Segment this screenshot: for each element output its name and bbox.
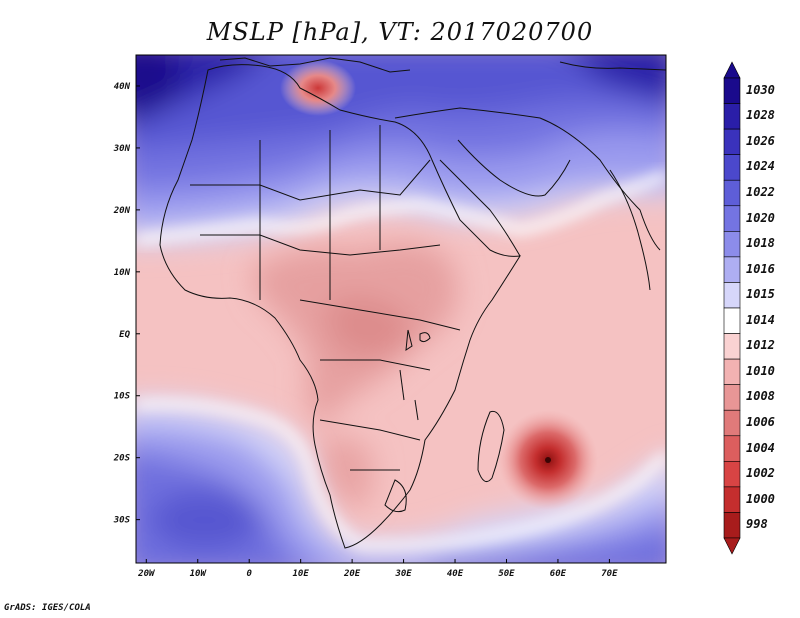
colorbar-swatch	[723, 179, 741, 207]
lon-tick-label: 60E	[550, 569, 567, 579]
colorbar-level-label: 1026	[746, 133, 775, 148]
colorbar-level-label: 1000	[746, 491, 775, 506]
colorbar-swatch	[723, 307, 741, 334]
colorbar-swatch	[723, 154, 741, 181]
colorbar-level-label: 1006	[746, 415, 775, 429]
lon-tick-label: 0	[246, 569, 252, 579]
colorbar-level-label: 1020	[746, 210, 775, 225]
map-title: MSLP [hPa], VT: 2017020700	[206, 18, 594, 46]
lon-tick-label: 20E	[343, 569, 361, 579]
lat-tick-label: 10N	[114, 268, 131, 278]
colorbar-swatch	[723, 231, 741, 258]
colorbar-level-label: 998	[746, 517, 768, 532]
colorbar-swatch	[723, 333, 741, 360]
colorbar-swatch	[723, 205, 741, 232]
colorbar-swatch	[723, 384, 741, 411]
colorbar-level-label: 1010	[746, 363, 775, 378]
colorbar-level-label: 1008	[746, 389, 775, 404]
lat-tick-label: 10S	[114, 392, 131, 402]
colorbar-level-label: 1012	[746, 338, 775, 353]
lat-tick-label: 20S	[113, 454, 131, 464]
colorbar-swatch	[723, 435, 741, 462]
lat-tick-label: EQ	[119, 330, 130, 340]
colorbar-swatch	[723, 256, 741, 283]
colorbar-level-label: 1030	[746, 82, 775, 97]
lat-tick-label: 30S	[113, 516, 131, 526]
lon-tick-label: 10E	[293, 569, 310, 579]
colorbar-level-label: 1018	[746, 236, 775, 251]
colorbar-swatch	[723, 409, 741, 437]
colorbar-level-label: 1004	[746, 440, 775, 455]
colorbar-swatch	[723, 512, 741, 539]
colorbar	[723, 61, 741, 555]
lon-tick-label: 30E	[394, 569, 412, 579]
lon-tick-label: 10W	[190, 569, 208, 579]
colorbar-level-label: 1024	[746, 159, 775, 174]
lat-tick-label: 30N	[113, 144, 131, 154]
lon-tick-label: 50E	[498, 569, 515, 579]
colorbar-bottom-arrow	[723, 537, 741, 555]
colorbar-swatch	[723, 77, 741, 104]
map-frame	[135, 54, 667, 564]
colorbar-level-label: 1016	[746, 261, 775, 276]
lat-tick-label: 20N	[113, 206, 131, 216]
colorbar-swatch	[723, 486, 741, 513]
colorbar-level-label: 1002	[746, 466, 775, 481]
colorbar-level-label: 1015	[746, 287, 775, 302]
colorbar-level-label: 1022	[746, 185, 775, 199]
colorbar-level-label: 1014	[746, 312, 775, 327]
colorbar-swatch	[723, 128, 741, 155]
lon-tick-label: 40E	[447, 569, 464, 579]
colorbar-level-label: 1028	[746, 108, 775, 123]
colorbar-swatch	[723, 461, 741, 488]
pressure-field	[136, 55, 666, 563]
lon-tick-label: 70E	[601, 569, 618, 579]
lon-tick-label: 20W	[137, 569, 156, 579]
colorbar-top-arrow	[723, 61, 741, 79]
colorbar-swatch	[723, 358, 741, 385]
lat-tick-label: 40N	[114, 82, 131, 92]
colorbar-swatch	[723, 282, 741, 309]
credit-label: GrADS: IGES/COLA	[4, 603, 91, 613]
colorbar-swatch	[723, 103, 741, 130]
coastlines	[159, 57, 666, 549]
